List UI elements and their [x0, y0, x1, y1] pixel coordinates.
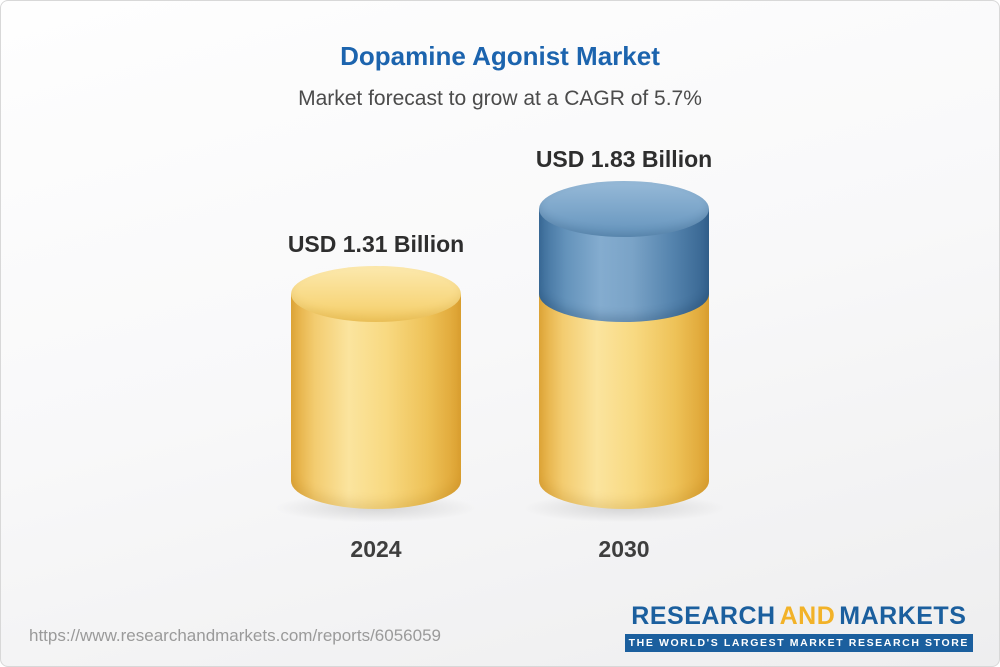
bar-segment-2030-base — [539, 294, 709, 509]
axis-label-2024: 2024 — [350, 536, 402, 562]
axis-label-2030: 2030 — [598, 536, 650, 562]
bar-cap-2030 — [539, 180, 709, 237]
report-url: https://www.researchandmarkets.com/repor… — [29, 626, 441, 645]
logo-wordmark: RESEARCH AND MARKETS — [625, 602, 973, 631]
chart-subtitle: Market forecast to grow at a CAGR of 5.7… — [298, 87, 702, 110]
cylinder-2024: USD 1.31 Billion 2024 — [270, 69, 482, 562]
logo-word-research: RESEARCH — [631, 602, 776, 630]
logo-word-markets: MARKETS — [839, 602, 967, 630]
bar-cap-2024 — [291, 266, 461, 323]
research-and-markets-logo: RESEARCH AND MARKETS THE WORLD'S LARGEST M… — [624, 602, 973, 652]
bar-segment-2024-base — [291, 294, 461, 509]
chart-title: Dopamine Agonist Market — [340, 41, 660, 71]
value-label-2030: USD 1.83 Billion — [535, 145, 713, 172]
logo-word-and: AND — [779, 602, 836, 630]
value-label-2024: USD 1.31 Billion — [287, 231, 465, 258]
logo-tagline: THE WORLD'S LARGEST MARKET RESEARCH STOR… — [624, 634, 973, 652]
cylinder-2030: USD 1.83 Billion 2030 — [518, 69, 730, 562]
